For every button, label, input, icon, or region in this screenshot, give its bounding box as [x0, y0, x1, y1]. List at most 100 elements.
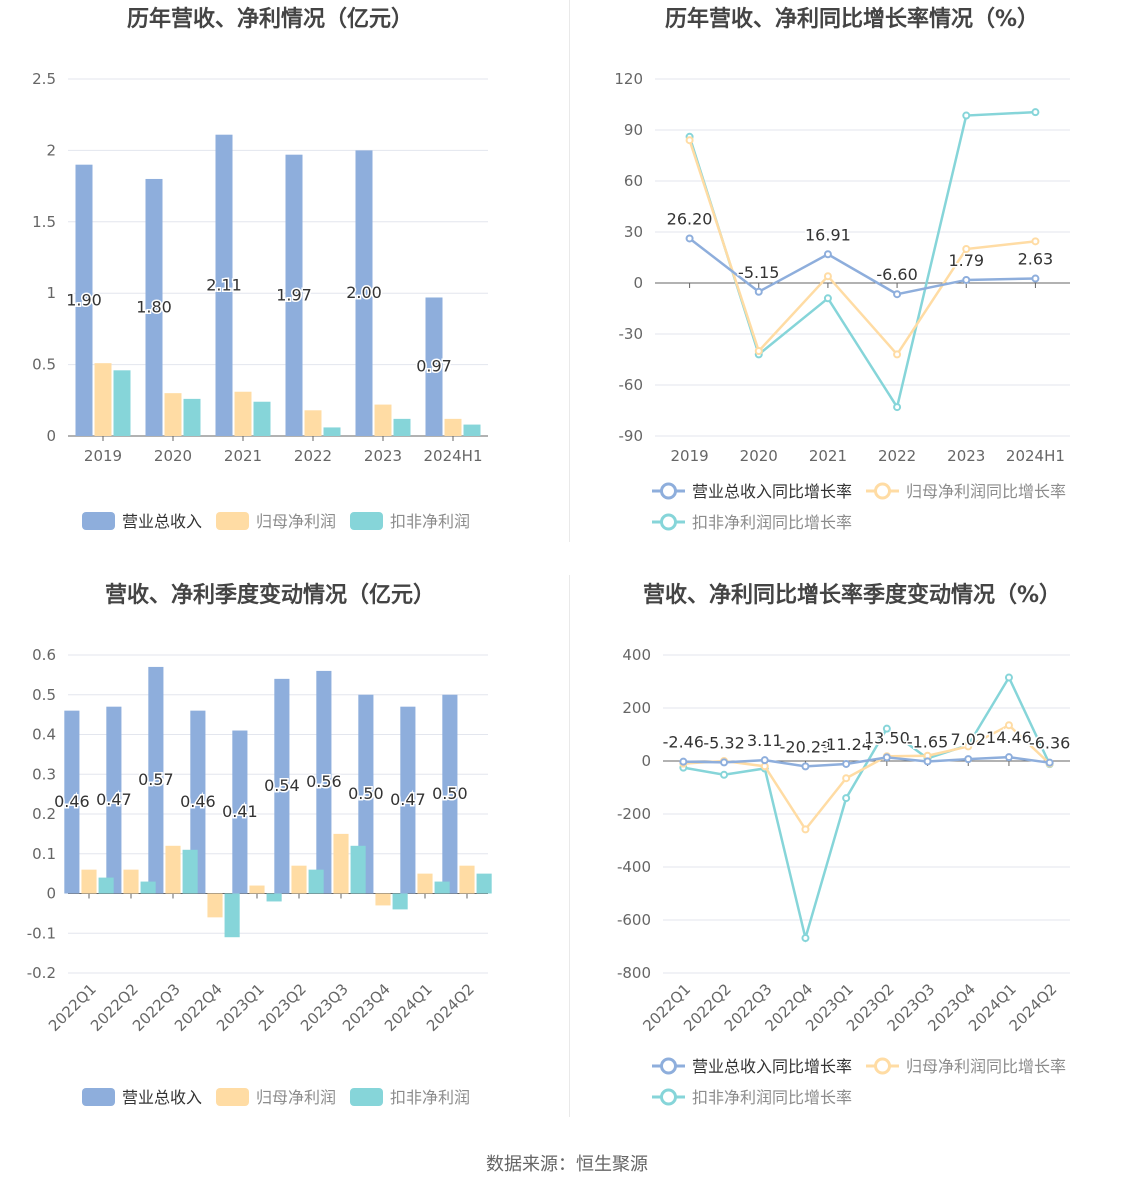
y-tick-label: 60	[624, 172, 643, 190]
data-label: 0.46	[180, 792, 216, 811]
series-point	[760, 762, 769, 771]
y-tick-label: 0.5	[32, 356, 56, 374]
chart-title: 历年营收、净利情况（亿元）	[127, 6, 413, 32]
chart-title: 营收、净利季度变动情况（亿元）	[105, 582, 435, 608]
series-line-revenue	[683, 755, 1050, 768]
bar-net-profit	[374, 404, 392, 436]
bar-deducted-profit	[98, 877, 114, 894]
series-point	[823, 294, 832, 303]
data-label: -2.46	[663, 733, 704, 752]
y-tick-label: -200	[617, 805, 651, 823]
series-point	[923, 757, 932, 766]
bar-revenue	[190, 710, 206, 894]
y-tick-label: -90	[619, 427, 644, 445]
data-label: 7.02	[950, 730, 986, 749]
y-tick-label: -0.1	[27, 924, 56, 942]
bar-net-profit	[444, 418, 462, 436]
data-label: 0.47	[96, 790, 132, 809]
data-label: 2.63	[1018, 250, 1054, 269]
bar-deducted-profit	[392, 893, 408, 910]
legend-swatch	[350, 512, 383, 530]
bar-net-profit	[304, 410, 322, 436]
bar-net-profit	[291, 865, 307, 894]
bar-net-profit	[249, 885, 265, 894]
bar-deducted-profit	[113, 370, 131, 436]
y-tick-label: 0	[46, 885, 56, 903]
data-label: 0.41	[222, 802, 258, 821]
bar-deducted-profit	[393, 418, 411, 436]
y-tick-label: 30	[624, 223, 643, 241]
y-tick-label: -0.2	[27, 964, 56, 982]
legend-label: 扣非净利润	[390, 512, 470, 531]
bar-revenue	[442, 694, 458, 894]
bar-revenue	[425, 297, 443, 436]
series-point	[685, 136, 694, 145]
bar-deducted-profit	[308, 869, 324, 894]
y-tick-label: 0.1	[32, 845, 56, 863]
data-label: -1.65	[907, 732, 948, 751]
series-point	[882, 724, 891, 733]
y-tick-label: -400	[617, 858, 651, 876]
data-label: 14.46	[986, 728, 1032, 747]
data-label: 1.79	[948, 251, 984, 270]
series-point	[1045, 758, 1054, 767]
bar-net-profit	[375, 893, 391, 906]
series-point	[842, 759, 851, 768]
series-point	[754, 287, 763, 296]
bar-deducted-profit	[476, 873, 492, 894]
data-label: 0.50	[432, 784, 468, 803]
bar-revenue	[148, 666, 164, 894]
y-tick-label: -60	[619, 376, 644, 394]
bar-net-profit	[333, 833, 349, 894]
legend-label: 扣非净利润同比增长率	[692, 513, 852, 532]
x-tick-label: 2020	[154, 447, 192, 465]
legend-label: 扣非净利润	[390, 1088, 470, 1107]
series-point	[760, 756, 769, 765]
legend-label: 营业总收入同比增长率	[692, 1057, 852, 1076]
data-label: 16.91	[805, 225, 851, 244]
x-tick-label: 2022	[878, 447, 916, 465]
bar-revenue	[358, 694, 374, 894]
bar-revenue	[316, 670, 332, 894]
bar-net-profit	[459, 865, 475, 894]
x-tick-label: 2024H1	[424, 447, 483, 465]
vertical-divider-top	[569, 0, 570, 542]
x-tick-label: 2024H1	[1006, 447, 1065, 465]
legend-swatch-marker	[660, 513, 677, 531]
y-tick-label: 2	[46, 141, 56, 159]
y-tick-label: 1.5	[32, 213, 56, 231]
bar-deducted-profit	[140, 881, 156, 894]
series-point	[893, 350, 902, 359]
bar-deducted-profit	[224, 893, 240, 938]
series-point	[1031, 108, 1040, 117]
series-point	[679, 757, 688, 766]
series-point	[964, 742, 973, 751]
data-label: 3.11	[747, 731, 783, 750]
data-label: 2.11	[206, 275, 242, 294]
data-label: 2.00	[346, 283, 382, 302]
series-point	[823, 250, 832, 259]
series-point	[893, 403, 902, 412]
x-tick-label: 2020	[740, 447, 778, 465]
legend-swatch-marker	[660, 482, 677, 500]
legend-swatch-marker	[874, 482, 891, 500]
data-label: -5.15	[738, 263, 779, 282]
series-point	[1031, 274, 1040, 283]
data-label: -6.36	[1029, 734, 1070, 753]
data-source: 数据来源：恒生聚源	[486, 1154, 648, 1175]
legend-swatch-marker	[660, 1088, 677, 1106]
data-label: 13.50	[864, 728, 910, 747]
series-line-net-profit	[688, 139, 1036, 357]
legend-swatch	[82, 1088, 115, 1106]
legend-label: 扣非净利润同比增长率	[692, 1088, 852, 1107]
bar-net-profit	[164, 393, 182, 436]
legend-label: 归母净利润同比增长率	[906, 482, 1066, 501]
y-tick-label: 120	[614, 70, 643, 88]
series-point	[1031, 237, 1040, 246]
y-tick-label: 0	[633, 274, 643, 292]
bar-deducted-profit	[323, 427, 341, 436]
bar-revenue	[215, 134, 233, 436]
bar-net-profit	[81, 869, 97, 894]
series-point	[962, 245, 971, 253]
x-tick-label: 2023	[947, 447, 985, 465]
